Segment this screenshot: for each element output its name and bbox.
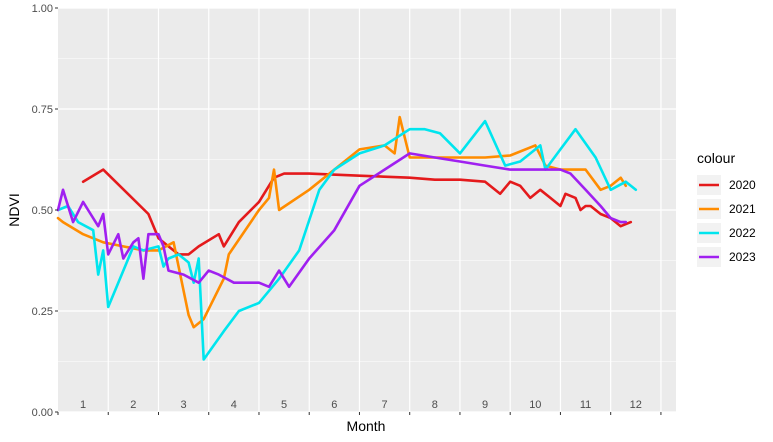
month-label: 12 (630, 399, 642, 411)
series-line-2023 (56, 152, 628, 289)
month-label: 5 (281, 399, 287, 411)
month-label: 10 (529, 399, 541, 411)
legend-label-2023: 2023 (729, 250, 756, 264)
month-label: 2 (130, 399, 136, 411)
y-axis: 0.00 0.25 0.50 0.75 1.00 (32, 3, 58, 419)
legend: colour 2020 2021 2022 2023 (697, 150, 756, 267)
month-label: 7 (382, 399, 388, 411)
x-axis-title: Month (347, 418, 386, 434)
y-axis-title: NDVI (6, 193, 22, 226)
series-line-2022 (56, 119, 638, 361)
legend-label-2022: 2022 (729, 226, 756, 240)
legend-label-2020: 2020 (729, 178, 756, 192)
month-label: 11 (580, 399, 591, 411)
y-tick-label: 0.25 (32, 306, 53, 318)
y-tick-label: 0.00 (32, 407, 53, 419)
y-tick-label: 0.75 (32, 104, 53, 116)
legend-label-2021: 2021 (729, 202, 756, 216)
month-label: 3 (181, 399, 187, 411)
month-tick-labels: 1 2 3 4 5 6 7 8 9 10 11 12 (57, 399, 662, 415)
grid-lines (58, 7, 676, 413)
series-lines (56, 115, 638, 361)
y-tick-label: 1.00 (32, 3, 53, 15)
month-label: 9 (482, 399, 488, 411)
y-tick-label: 0.50 (32, 205, 53, 217)
series-line-2020 (81, 168, 633, 256)
month-label: 8 (432, 399, 438, 411)
month-label: 6 (331, 399, 337, 411)
month-label: 4 (231, 399, 237, 411)
legend-title: colour (697, 150, 735, 166)
month-label: 1 (80, 399, 86, 411)
